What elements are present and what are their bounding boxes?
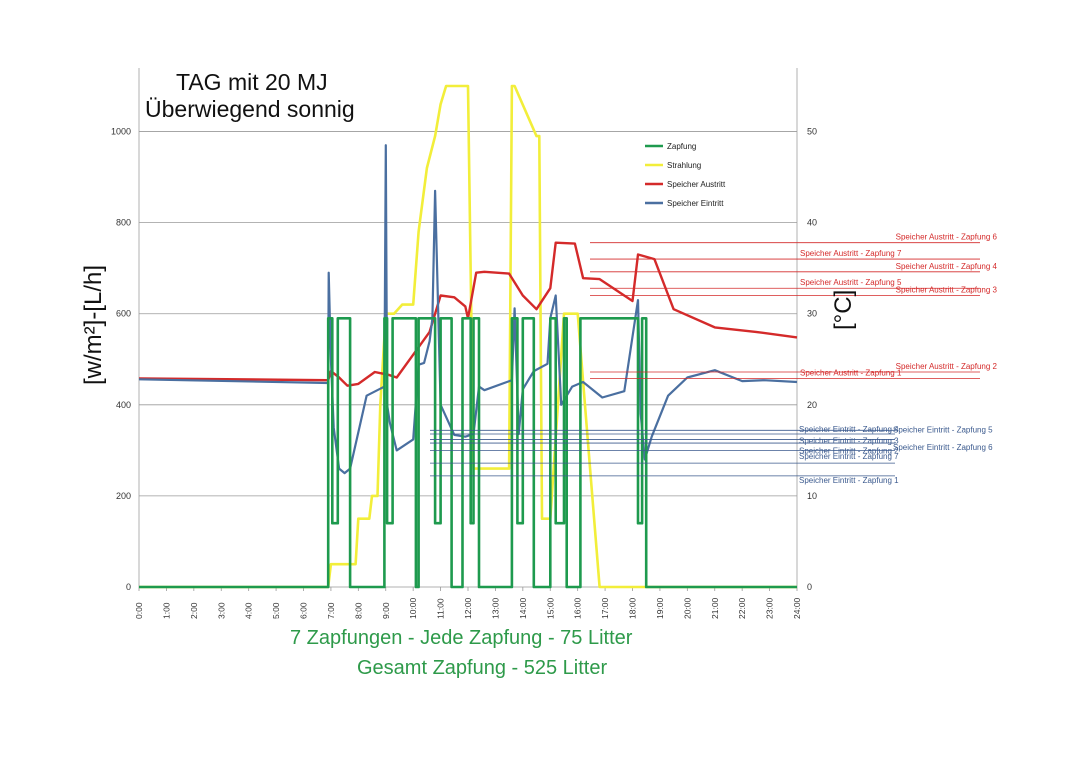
x-tick-label: 22:00: [737, 597, 747, 619]
austritt-annotation-label: Speicher Austritt - Zapfung 1: [800, 368, 902, 377]
x-tick-label: 15:00: [545, 597, 555, 619]
x-tick-label: 16:00: [573, 597, 583, 619]
x-tick-label: 23:00: [765, 597, 775, 619]
austritt-annotation-label: Speicher Austritt - Zapfung 4: [896, 262, 998, 271]
x-tick-label: 4:00: [244, 602, 254, 619]
eintritt-annotation-label: Speicher Eintritt - Zapfung 6: [893, 443, 993, 452]
x-tick-label: 7:00: [326, 602, 336, 619]
x-tick-label: 10:00: [408, 597, 418, 619]
austritt-annotation-label: Speicher Austritt - Zapfung 7: [800, 249, 902, 258]
eintritt-annotation-label: Speicher Eintritt - Zapfung 5: [893, 425, 993, 434]
eintritt-annotation-label: Speicher Eintritt - Zapfung 3: [799, 436, 899, 445]
austritt-annotation-label: Speicher Austritt - Zapfung 2: [896, 362, 998, 371]
eintritt-annotation-label: Speicher Eintritt - Zapfung 7: [799, 452, 899, 461]
series-line-eintritt: [138, 144, 798, 475]
y2-tick-label: 50: [807, 127, 817, 137]
y2-tick-label: 20: [807, 400, 817, 410]
x-tick-label: 1:00: [161, 602, 171, 619]
eintritt-annotation-label: Speicher Eintritt - Zapfung 2: [799, 446, 899, 455]
legend-label-zapfung: Zapfung: [667, 142, 696, 151]
x-tick-label: 24:00: [792, 597, 802, 619]
y2-tick-label: 0: [807, 582, 812, 592]
x-tick-label: 18:00: [628, 597, 638, 619]
x-tick-label: 2:00: [189, 602, 199, 619]
y-tick-label: 1000: [111, 127, 131, 137]
austritt-annotation-label: Speicher Austritt - Zapfung 3: [896, 286, 998, 295]
x-tick-label: 5:00: [271, 602, 281, 619]
legend-label-eintritt: Speicher Eintritt: [667, 199, 724, 208]
chart-title-line-1: TAG mit 20 MJ: [176, 69, 328, 95]
chart-title-line-2: Überwiegend sonnig: [145, 96, 355, 122]
y-tick-label: 800: [116, 218, 131, 228]
y-axis-label-left: [w/m²]-[L/h]: [80, 264, 107, 385]
x-tick-label: 14:00: [518, 597, 528, 619]
legend-label-austritt: Speicher Austritt: [667, 180, 726, 189]
y-tick-label: 0: [126, 582, 131, 592]
caption-line-2: Gesamt Zapfung - 525 Litter: [357, 657, 608, 679]
caption-line-1: 7 Zapfungen - Jede Zapfung - 75 Litter: [290, 627, 633, 649]
x-tick-label: 11:00: [436, 598, 446, 619]
series-line-zapfung: [139, 316, 797, 589]
x-tick-label: 0:00: [134, 602, 144, 619]
x-tick-label: 21:00: [710, 597, 720, 619]
y-tick-label: 600: [116, 309, 131, 319]
x-tick-label: 17:00: [600, 597, 610, 619]
legend-label-strahlung: Strahlung: [667, 161, 701, 170]
series-line-austritt: [138, 241, 798, 387]
x-tick-label: 3:00: [216, 602, 226, 619]
y-axis-label-right: [°C]: [830, 289, 857, 330]
x-tick-label: 12:00: [463, 597, 473, 619]
x-tick-label: 19:00: [655, 597, 665, 619]
eintritt-annotation-label: Speicher Eintritt - Zapfung 4: [799, 425, 899, 434]
y2-tick-label: 10: [807, 491, 817, 501]
x-tick-label: 9:00: [381, 602, 391, 619]
y-tick-label: 400: [116, 400, 131, 410]
austritt-annotation-label: Speicher Austritt - Zapfung 5: [800, 278, 902, 287]
eintritt-annotation-label: Speicher Eintritt - Zapfung 1: [799, 476, 899, 485]
y2-tick-label: 30: [807, 309, 817, 319]
x-tick-label: 13:00: [490, 597, 500, 619]
y2-tick-label: 40: [807, 218, 817, 228]
x-tick-label: 20:00: [682, 597, 692, 619]
x-tick-label: 6:00: [299, 602, 309, 619]
series-line-strahlung: [139, 84, 797, 589]
austritt-annotation-label: Speicher Austritt - Zapfung 6: [896, 233, 998, 242]
y-tick-label: 200: [116, 491, 131, 501]
x-tick-label: 8:00: [353, 602, 363, 619]
